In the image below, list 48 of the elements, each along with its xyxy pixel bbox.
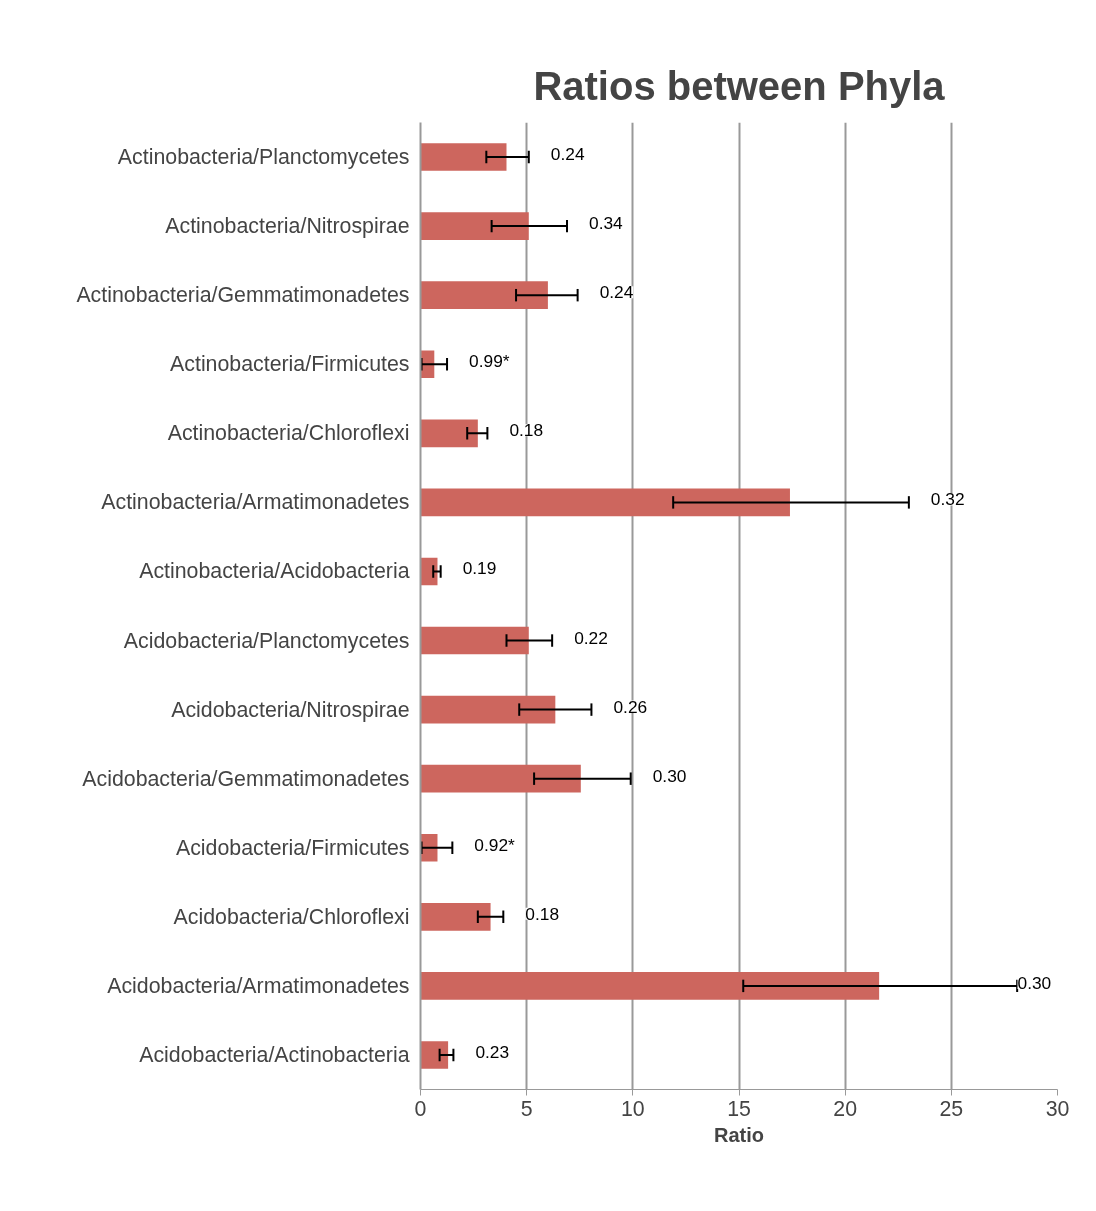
x-tick-label: 15 <box>727 1096 751 1121</box>
x-tick-label: 25 <box>939 1096 964 1121</box>
y-tick-label: Actinobacteria/Firmicutes <box>170 352 410 377</box>
y-tick-label: Actinobacteria/Armatimonadetes <box>101 490 410 515</box>
annotation: 0.92* <box>474 834 516 855</box>
bar <box>420 903 491 931</box>
annotation: 0.22 <box>574 627 608 648</box>
bar <box>420 281 548 309</box>
y-tick-label: Acidobacteria/Nitrospirae <box>171 697 410 722</box>
y-tick-label: Actinobacteria/Gemmatimonadetes <box>76 283 410 308</box>
bar <box>420 143 507 171</box>
y-tick-label: Actinobacteria/Chloroflexi <box>167 421 410 446</box>
y-tick-label: Acidobacteria/Firmicutes <box>175 835 410 860</box>
y-tick-label: Acidobacteria/Armatimonadetes <box>107 973 410 998</box>
annotation: 0.34 <box>589 213 624 234</box>
annotation: 0.30 <box>652 765 687 786</box>
x-tick-label: 5 <box>520 1096 533 1121</box>
annotation: 0.24 <box>550 144 585 165</box>
y-tick-label: Acidobacteria/Planctomycetes <box>123 628 410 653</box>
annotation: 0.18 <box>509 420 544 441</box>
bar <box>420 695 556 724</box>
annotation: 0.24 <box>599 282 634 303</box>
chart-title: Ratios between Phyla <box>533 63 946 108</box>
bar <box>420 1041 449 1069</box>
annotation: 0.19 <box>462 558 497 579</box>
bar <box>420 488 790 517</box>
bar <box>420 764 581 793</box>
bar <box>420 212 529 240</box>
y-tick-label: Actinobacteria/Nitrospirae <box>165 214 410 239</box>
bar <box>420 972 880 1000</box>
annotation: 0.30 <box>1017 972 1052 993</box>
bar <box>420 419 478 448</box>
x-tick-label: 0 <box>414 1096 427 1121</box>
y-tick-label: Actinobacteria/Planctomycetes <box>117 145 410 170</box>
x-tick-label: 30 <box>1045 1096 1070 1121</box>
annotation: 0.99* <box>469 351 510 372</box>
annotation: 0.32 <box>930 489 965 510</box>
x-axis-title: Ratio <box>714 1123 764 1146</box>
x-tick-label: 20 <box>833 1096 858 1121</box>
y-tick-label: Acidobacteria/Actinobacteria <box>139 1042 410 1067</box>
x-tick-label: 10 <box>620 1096 645 1121</box>
y-tick-label: Actinobacteria/Acidobacteria <box>139 559 410 584</box>
y-tick-label: Acidobacteria/Gemmatimonadetes <box>82 766 410 791</box>
bar <box>420 626 529 655</box>
annotation: 0.18 <box>525 903 560 924</box>
annotation: 0.23 <box>475 1041 510 1062</box>
annotation: 0.26 <box>613 696 648 717</box>
y-tick-label: Acidobacteria/Chloroflexi <box>173 904 410 929</box>
